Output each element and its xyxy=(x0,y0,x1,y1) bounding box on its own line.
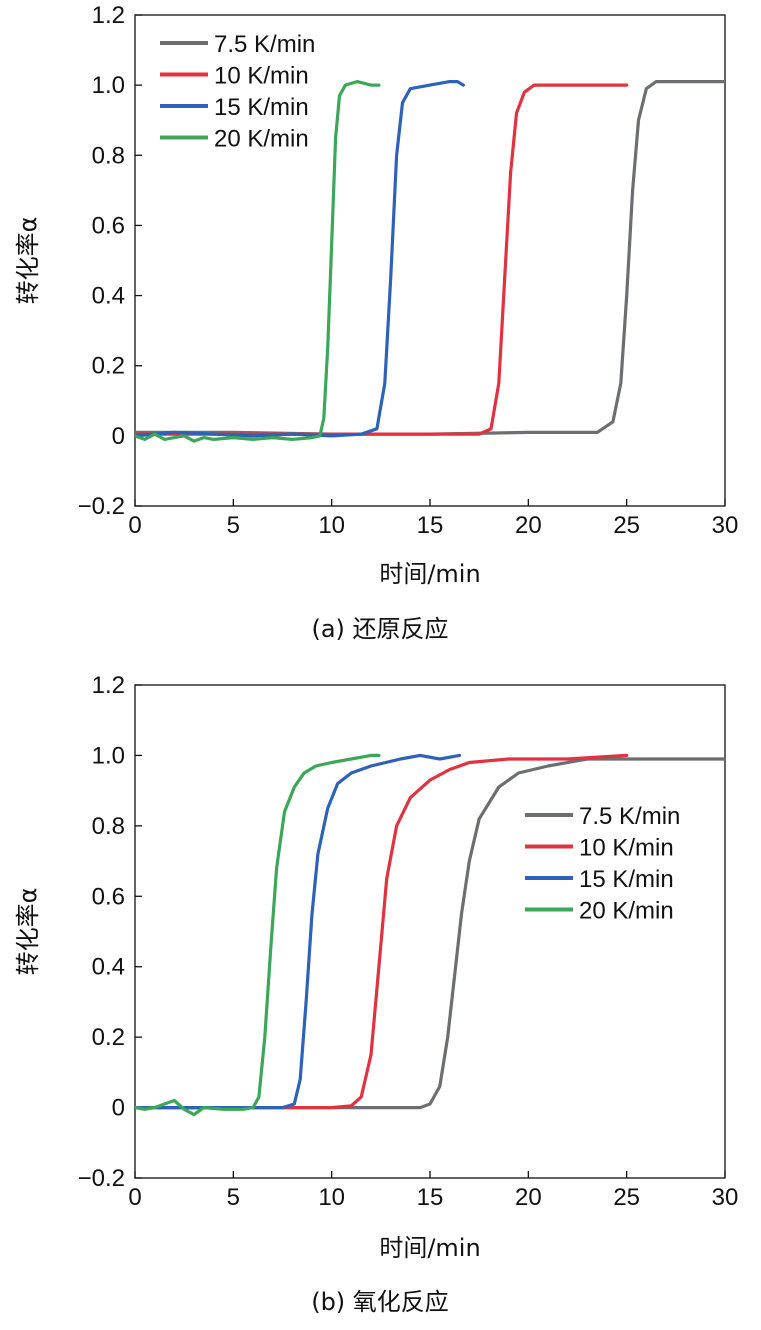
y-tick-label: 0.8 xyxy=(92,813,125,840)
legend-label: 15 K/min xyxy=(579,866,674,893)
y-tick-label: 0.2 xyxy=(92,1024,125,1051)
series-line-20-k-min xyxy=(135,80,381,443)
y-tick-label: 1.2 xyxy=(92,672,125,699)
y-tick-label: −0.2 xyxy=(78,1165,125,1192)
x-tick-label: 30 xyxy=(712,1184,739,1211)
panel-a-reduction: 0 5 10 15 20 25 30−0.200.20.40.60.81.01.27.5 K… xyxy=(14,2,738,643)
series-group xyxy=(135,753,725,1117)
legend-label: 10 K/min xyxy=(579,835,674,862)
y-tick-label: 0 xyxy=(112,423,125,450)
y-axis-label: 转化率α xyxy=(14,888,42,976)
y-tick-label: 1.0 xyxy=(92,742,125,769)
x-tick-label: 5 xyxy=(227,512,240,539)
panel-b-oxidation: 0 5 10 15 20 25 30−0.200.20.40.60.81.01.27.5 K… xyxy=(14,672,738,1316)
y-tick-label: 0.4 xyxy=(92,283,125,310)
legend-label: 20 K/min xyxy=(579,898,674,925)
y-axis-label: 转化率α xyxy=(14,217,42,305)
series-line-10-k-min xyxy=(135,753,629,1110)
panel-caption: (a) 还原反应 xyxy=(311,615,448,643)
x-tick-label: 25 xyxy=(613,1184,640,1211)
y-tick-label: 0.6 xyxy=(92,883,125,910)
x-tick-label: 15 xyxy=(417,1184,444,1211)
y-tick-label: 1.2 xyxy=(92,2,125,29)
x-axis-label: 时间/min xyxy=(379,1234,480,1262)
legend-label: 7.5 K/min xyxy=(214,31,315,58)
legend-label: 7.5 K/min xyxy=(579,803,680,830)
y-tick-label: 0.8 xyxy=(92,142,125,169)
series-line-15-k-min xyxy=(135,80,465,438)
x-tick-label: 15 xyxy=(417,512,444,539)
series-line-15-k-min xyxy=(135,753,462,1110)
legend-label: 10 K/min xyxy=(214,63,309,90)
x-tick-label: 20 xyxy=(515,1184,542,1211)
y-tick-label: 0.6 xyxy=(92,212,125,239)
x-axis-label: 时间/min xyxy=(379,560,480,588)
series-line-10-k-min xyxy=(135,83,629,436)
y-tick-label: −0.2 xyxy=(78,493,125,520)
series-group xyxy=(135,80,725,443)
x-tick-label: 25 xyxy=(613,512,640,539)
x-tick-label: 0 xyxy=(128,1184,141,1211)
series-line-20-k-min xyxy=(135,753,381,1117)
x-tick-label: 30 xyxy=(712,512,739,539)
legend-label: 15 K/min xyxy=(214,94,309,121)
legend-label: 20 K/min xyxy=(214,126,309,153)
y-tick-label: 0.2 xyxy=(92,353,125,380)
x-tick-label: 5 xyxy=(227,1184,240,1211)
y-tick-label: 0.4 xyxy=(92,954,125,981)
x-tick-label: 0 xyxy=(128,512,141,539)
y-tick-label: 0 xyxy=(112,1095,125,1122)
x-tick-label: 20 xyxy=(515,512,542,539)
x-tick-label: 10 xyxy=(318,512,345,539)
series-line-7.5-k-min xyxy=(135,757,725,1110)
y-tick-label: 1.0 xyxy=(92,72,125,99)
x-tick-label: 10 xyxy=(318,1184,345,1211)
panel-caption: (b) 氧化反应 xyxy=(311,1288,449,1316)
